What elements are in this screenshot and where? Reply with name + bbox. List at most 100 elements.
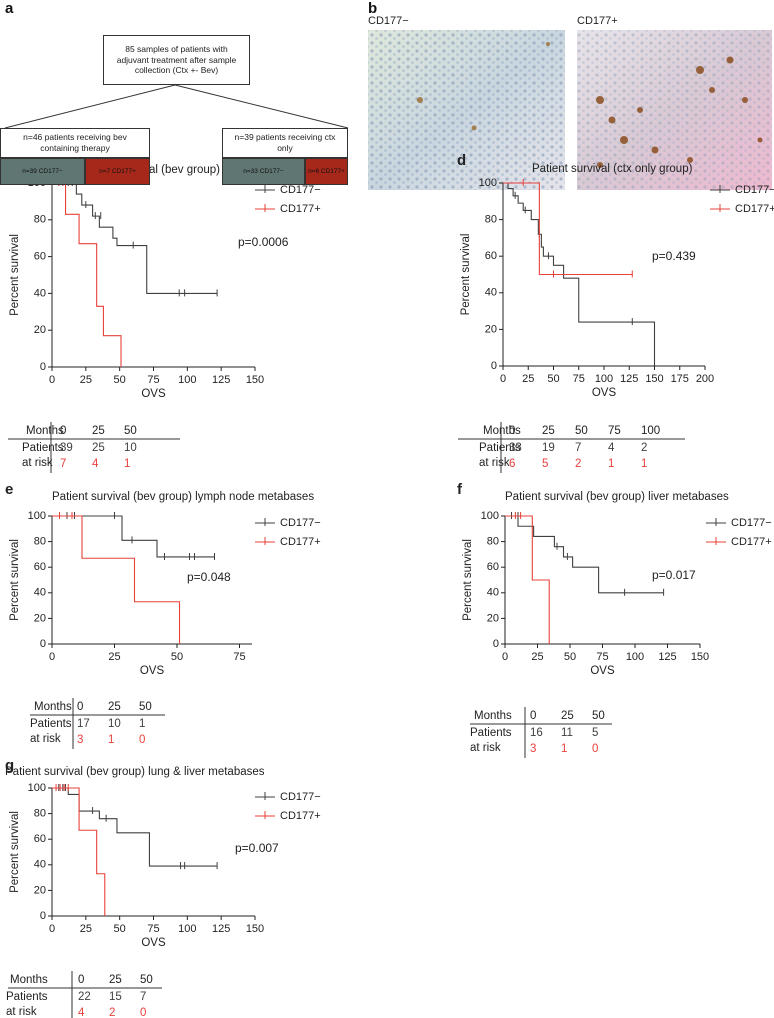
- legend-label: CD177+: [735, 203, 774, 215]
- risk-count: 0: [139, 734, 145, 746]
- risk-month: 50: [124, 425, 137, 437]
- x-axis-label: OVS: [141, 937, 166, 949]
- risk-count: 1: [608, 458, 614, 470]
- p-value: p=0.0006: [238, 235, 289, 249]
- risk-count: 0: [592, 743, 598, 755]
- survival-curve: [52, 515, 181, 644]
- panel-letter: a: [5, 0, 14, 17]
- y-tick-label: 60: [485, 250, 497, 262]
- risk-month: 75: [608, 425, 621, 437]
- image-caption: CD177−: [368, 15, 409, 27]
- risk-count: 10: [108, 718, 121, 730]
- risk-count: 1: [108, 734, 114, 746]
- y-tick-label: 80: [485, 214, 497, 226]
- x-tick-label: 125: [620, 373, 638, 385]
- survival-curve: [505, 515, 664, 594]
- y-tick-label: 100: [28, 510, 46, 522]
- risk-row-label: at risk: [30, 733, 61, 745]
- y-axis-label: Percent survival: [9, 234, 21, 316]
- legend-label: CD177−: [280, 184, 321, 196]
- x-tick-label: 100: [178, 923, 196, 935]
- y-tick-label: 20: [487, 612, 499, 624]
- x-tick-label: 25: [531, 651, 543, 663]
- risk-header: Months: [474, 710, 512, 722]
- y-tick-label: 40: [34, 587, 46, 599]
- risk-count: 16: [530, 727, 543, 739]
- risk-row-label: at risk: [22, 457, 53, 469]
- y-tick-label: 0: [40, 361, 46, 373]
- legend-label: CD177+: [280, 810, 321, 822]
- y-tick-label: 80: [34, 808, 46, 820]
- y-tick-label: 20: [485, 323, 497, 335]
- risk-count: 7: [575, 442, 581, 454]
- x-tick-label: 0: [500, 373, 506, 385]
- x-tick-label: 75: [147, 374, 159, 386]
- branch-box: n=39 patients receiving ctx only: [222, 128, 348, 158]
- y-tick-label: 60: [487, 561, 499, 573]
- root-box: 85 samples of patients with adjuvant tre…: [103, 35, 250, 85]
- x-tick-label: 150: [645, 373, 663, 385]
- x-tick-label: 75: [233, 651, 245, 663]
- risk-count: 4: [92, 458, 99, 470]
- branch-box: n=46 patients receiving bev containing t…: [0, 128, 150, 158]
- legend-label: CD177+: [731, 536, 772, 548]
- risk-header: Months: [483, 425, 521, 437]
- risk-row-label: at risk: [470, 742, 501, 754]
- y-tick-label: 100: [28, 782, 46, 794]
- risk-count: 10: [124, 442, 137, 454]
- risk-month: 25: [561, 710, 574, 722]
- panel-letter: b: [368, 0, 378, 17]
- x-tick-label: 50: [564, 651, 576, 663]
- risk-count: 4: [78, 1007, 85, 1018]
- risk-month: 25: [109, 974, 122, 986]
- panel-letter: f: [457, 481, 463, 498]
- risk-count: 1: [641, 458, 647, 470]
- x-tick-label: 200: [696, 373, 714, 385]
- y-tick-label: 60: [34, 251, 46, 263]
- y-tick-label: 0: [40, 638, 46, 650]
- risk-count: 7: [60, 458, 66, 470]
- survival-curve: [52, 182, 122, 367]
- stain-spots: [417, 42, 550, 131]
- survival-curve: [52, 182, 218, 294]
- y-tick-label: 80: [487, 536, 499, 548]
- y-tick-label: 40: [485, 287, 497, 299]
- x-tick-label: 75: [573, 373, 585, 385]
- risk-count: 0: [140, 1007, 146, 1018]
- risk-month: 50: [592, 710, 605, 722]
- risk-month: 25: [108, 701, 121, 713]
- legend-label: CD177+: [280, 203, 321, 215]
- chart-title: Patient survival (ctx only group): [532, 163, 693, 175]
- ihc-texture: [368, 30, 565, 190]
- x-tick-label: 150: [246, 923, 264, 935]
- risk-count: 3: [77, 734, 83, 746]
- risk-count: 6: [509, 458, 515, 470]
- risk-count: 1: [124, 458, 130, 470]
- y-tick-label: 100: [479, 177, 497, 189]
- x-tick-label: 125: [212, 374, 230, 386]
- p-value: p=0.017: [652, 568, 696, 582]
- risk-month: 100: [641, 425, 660, 437]
- x-tick-label: 50: [547, 373, 559, 385]
- chart-title: Patient survival (bev group) liver metab…: [505, 491, 729, 503]
- risk-month: 50: [140, 974, 153, 986]
- x-tick-label: 0: [49, 374, 55, 386]
- x-tick-label: 50: [114, 374, 126, 386]
- x-tick-label: 100: [178, 374, 196, 386]
- x-axis-label: OVS: [141, 388, 166, 400]
- legend-label: CD177−: [731, 517, 772, 529]
- survival-curve: [503, 182, 633, 276]
- risk-month: 0: [509, 425, 515, 437]
- risk-month: 50: [139, 701, 152, 713]
- x-tick-label: 0: [49, 923, 55, 935]
- y-tick-label: 0: [491, 360, 497, 372]
- risk-count: 33: [509, 442, 522, 454]
- image-caption: CD177+: [577, 15, 618, 27]
- x-tick-label: 100: [626, 651, 644, 663]
- connector: [174, 84, 349, 129]
- risk-count: 2: [641, 442, 647, 454]
- x-tick-label: 25: [80, 374, 92, 386]
- risk-count: 25: [92, 442, 105, 454]
- ihc-texture: [577, 30, 772, 190]
